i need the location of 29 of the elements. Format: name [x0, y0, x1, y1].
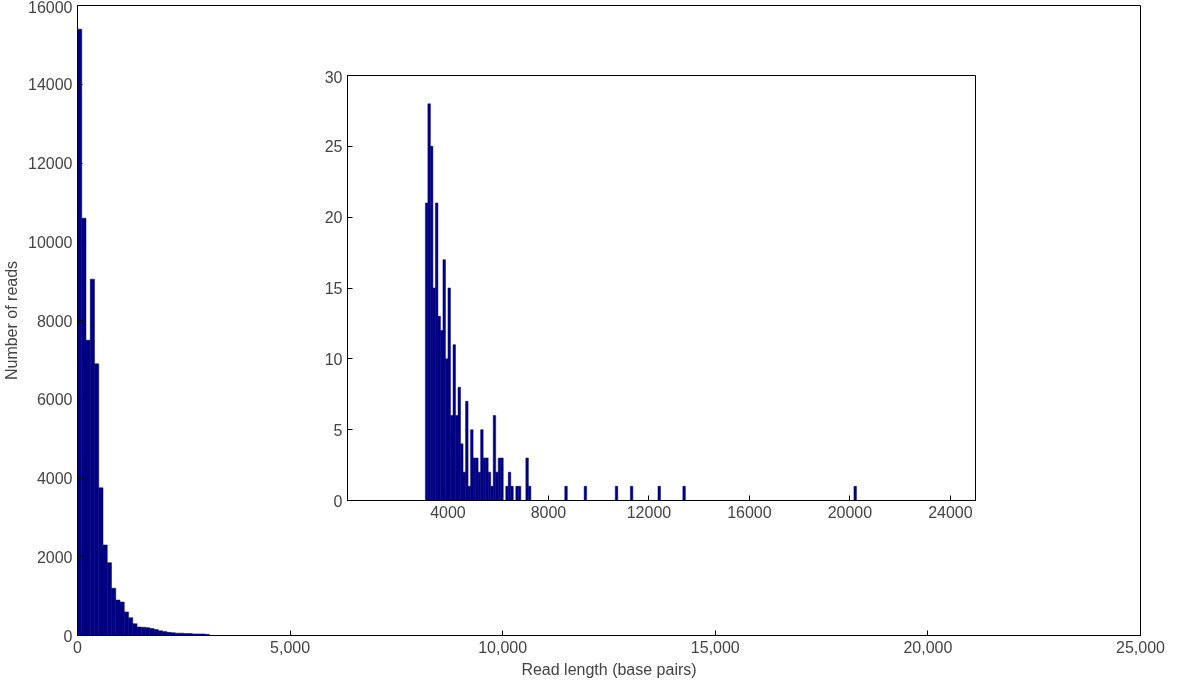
- y-tick-label: 14000: [28, 76, 73, 94]
- y-axis-title: Number of reads: [3, 260, 21, 381]
- y-tick-label: 25: [324, 138, 343, 156]
- x-tick-label: 16000: [727, 503, 772, 521]
- y-tick-label: 6000: [36, 391, 73, 409]
- x-tick-label: 10,000: [478, 638, 528, 656]
- x-tick-label: 15,000: [690, 638, 740, 656]
- x-tick-label: 5,000: [270, 638, 311, 656]
- y-tick-label: 16000: [28, 0, 73, 16]
- y-tick-label: 20: [324, 209, 343, 227]
- x-axis-title: Read length (base pairs): [521, 660, 697, 678]
- y-tick-label: 2000: [36, 548, 73, 566]
- x-tick-label: 20,000: [903, 638, 953, 656]
- y-tick-label: 10000: [28, 233, 73, 251]
- y-tick-label: 8000: [36, 312, 73, 330]
- y-tick-label: 0: [63, 627, 73, 645]
- y-tick-label: 5: [333, 421, 343, 439]
- y-tick-label: 0: [333, 492, 343, 510]
- x-tick-label: 4000: [430, 503, 466, 521]
- x-tick-label: 12000: [626, 503, 672, 521]
- y-tick-label: 10: [324, 350, 343, 368]
- x-tick-label: 24000: [928, 503, 973, 521]
- y-tick-label: 15: [324, 280, 343, 297]
- y-tick-label: 30: [324, 68, 343, 86]
- y-tick-label: 12000: [28, 155, 73, 172]
- y-tick-label: 4000: [36, 470, 73, 487]
- x-tick-label: 25,000: [1116, 638, 1166, 656]
- x-tick-label: 20000: [827, 503, 873, 521]
- x-tick-label: 8000: [530, 503, 567, 521]
